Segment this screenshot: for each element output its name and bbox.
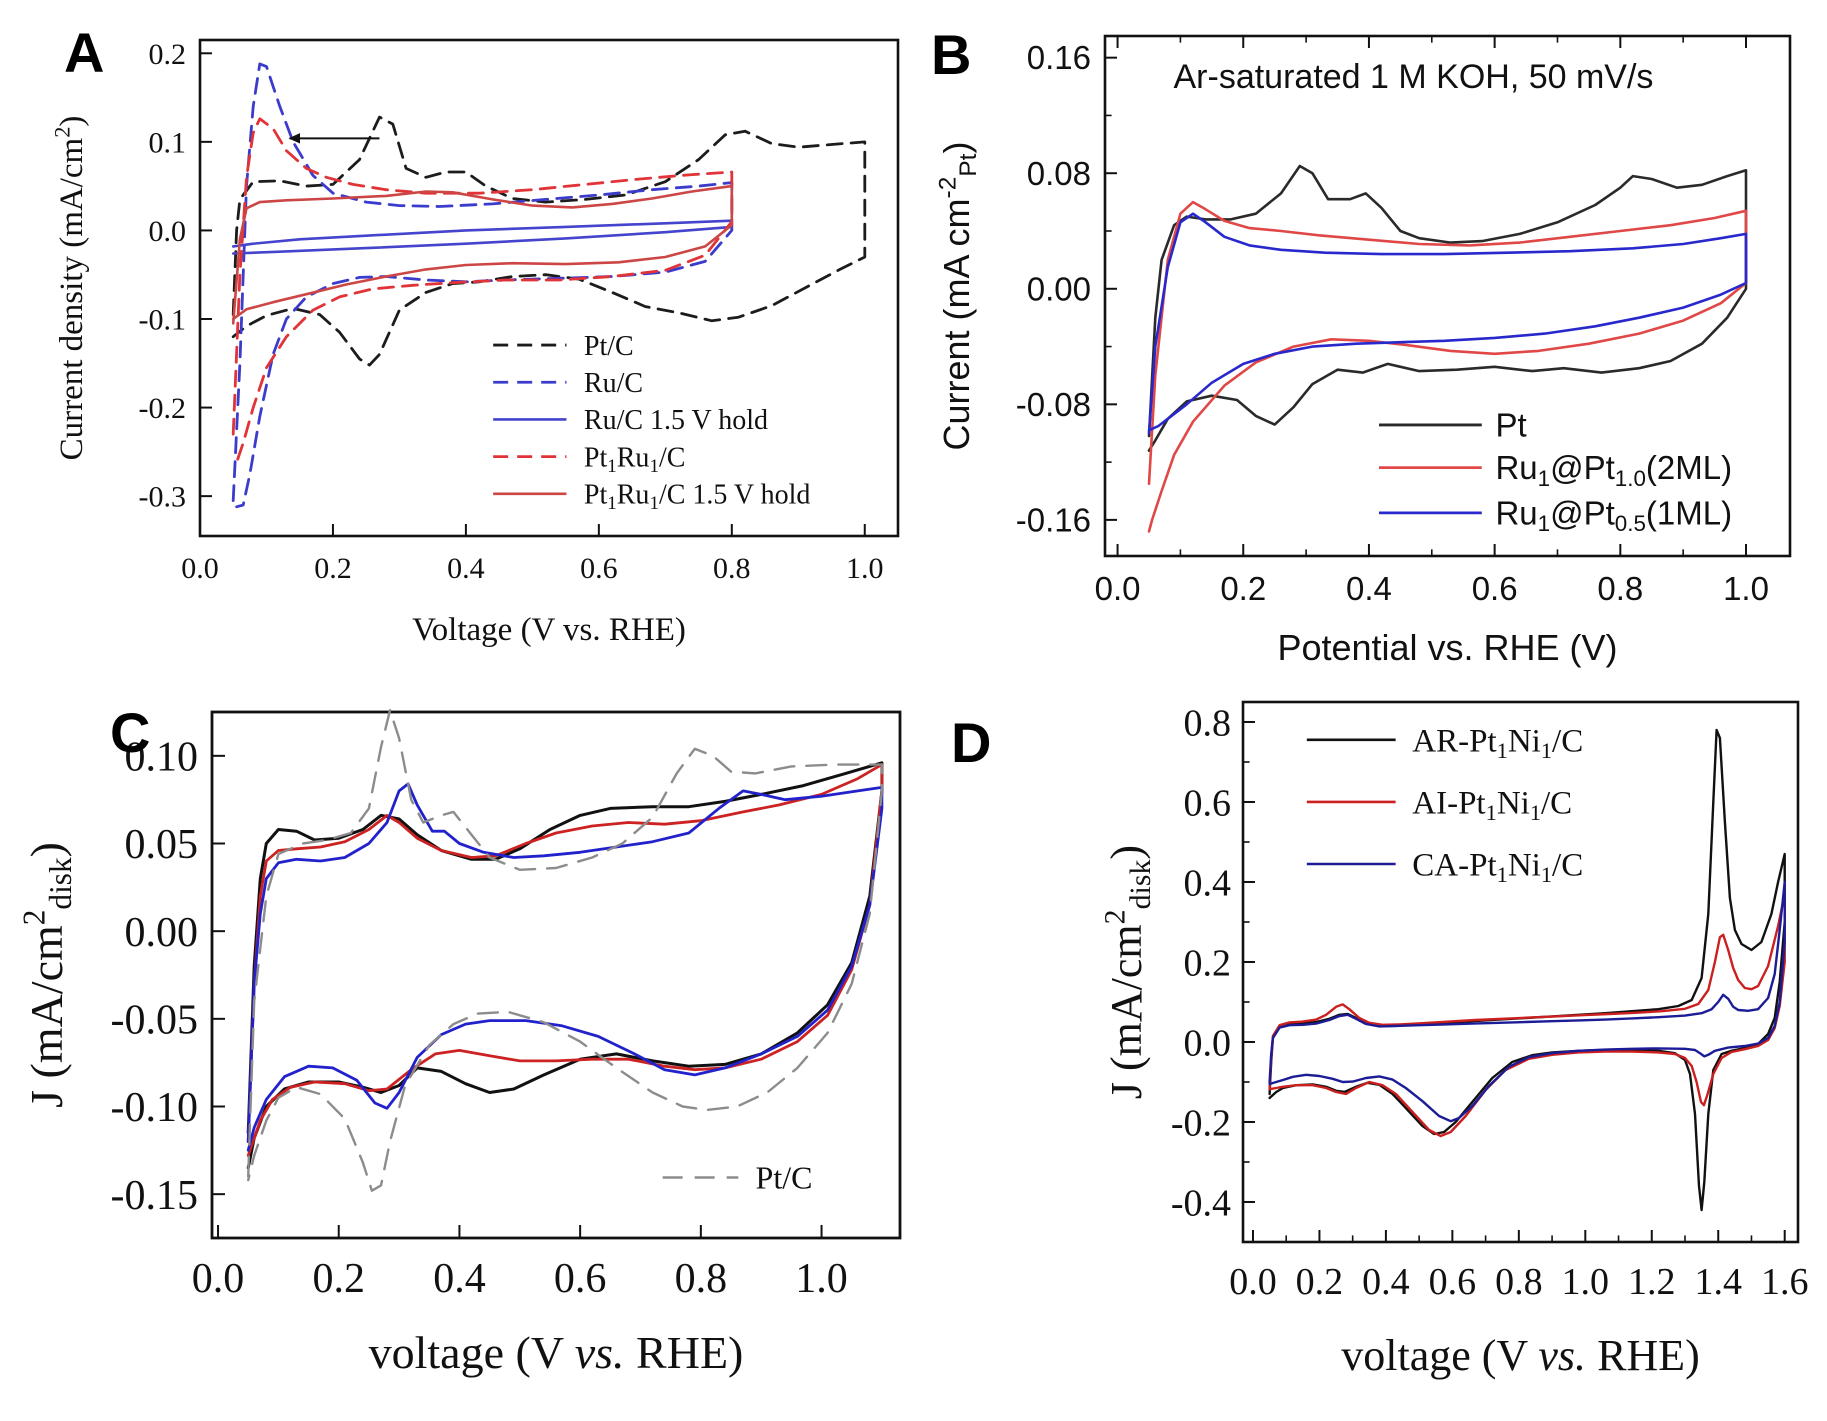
- plot-border: [1103, 34, 1792, 558]
- y-tick-label: -0.2: [1171, 1102, 1231, 1144]
- legend-label-ar-pt-1-ni-1-c: AR-Pt1Ni1/C: [1412, 723, 1583, 763]
- y-tick-label: 0.10: [125, 735, 199, 781]
- legend-label-ru-1-pt-1-0-2ml: Ru1@Pt1.0(2ML): [1495, 449, 1732, 491]
- plot-border: [198, 38, 900, 538]
- series-pt-c-line: [231, 115, 867, 367]
- y-tick-label: -0.3: [139, 481, 187, 514]
- series-pt1ru1-c-1-5-v-hold-line: [231, 184, 734, 325]
- x-tick-label: 1.0: [1562, 1261, 1610, 1303]
- y-tick-label: 0.00: [125, 910, 199, 956]
- y-axis-label: Current (mA cm-2Pt): [934, 142, 982, 451]
- y-tick-label: 0.8: [1184, 702, 1232, 744]
- x-tick-label: 0.2: [312, 1256, 365, 1302]
- x-tick-label: 0.4: [1346, 570, 1392, 607]
- legend-label-ca-pt-1-ni-1-c: CA-Pt1Ni1/C: [1412, 848, 1583, 888]
- panel-c-chart: 0.0 0.2 0.4 0.6 0.8 1.0 0.10 0.05 0.00 -0.05 -0.10…: [17, 701, 902, 1378]
- y-axis-label: J (mA/cm2disk): [17, 842, 79, 1108]
- y-tick-label: 0.00: [1027, 270, 1091, 307]
- y-tick-label: 0.0: [149, 215, 187, 248]
- y-tick-label: 0.6: [1184, 782, 1232, 824]
- series-ai-pt1ni1-c-line: [1268, 892, 1786, 1138]
- y-tick-label: -0.15: [111, 1173, 199, 1219]
- x-tick-label: 0.0: [192, 1256, 245, 1302]
- x-tick-label: 1.0: [795, 1256, 848, 1302]
- x-tick-label: 1.0: [846, 552, 884, 585]
- series-ar-sample-black-line: [246, 761, 884, 1170]
- x-axis-label: voltage (V vs. RHE): [1341, 1331, 1699, 1380]
- x-axis-label: Potential vs. RHE (V): [1277, 627, 1617, 668]
- panel-label-b: B: [931, 23, 971, 86]
- series-blue-sample-line: [246, 782, 884, 1152]
- x-tick-label: 0.0: [1095, 570, 1141, 607]
- x-tick-label: 0.8: [1597, 570, 1643, 607]
- y-tick-label: 0.0: [1184, 1022, 1232, 1064]
- legend-label-ai-pt-1-ni-1-c: AI-Pt1Ni1/C: [1412, 785, 1572, 825]
- y-tick-label: -0.05: [111, 998, 199, 1044]
- x-tick-label: 1.0: [1723, 570, 1769, 607]
- y-tick-label: 0.2: [149, 38, 187, 71]
- series-pt-line: [1147, 164, 1748, 452]
- y-tick-label: -0.10: [111, 1085, 199, 1131]
- x-tick-label: 0.8: [713, 552, 751, 585]
- y-tick-label: 0.2: [1184, 942, 1232, 984]
- x-tick-label: 1.4: [1694, 1261, 1742, 1303]
- x-axis-label: voltage (V vs. RHE): [369, 1327, 744, 1378]
- plot-border: [210, 710, 902, 1240]
- legend-label-pt-c: Pt/C: [756, 1160, 813, 1196]
- series-ru-c-line: [231, 62, 734, 509]
- panel-label-a: A: [64, 21, 104, 84]
- panel-a-chart: 0.0 0.2 0.4 0.6 0.8 1.0 0.2 0.1 0.0 -0.1 -0.2 -0.3 V…: [50, 21, 900, 648]
- y-tick-label: 0.16: [1027, 39, 1091, 76]
- series-ru1-pt0-5-1ml-line: [1147, 212, 1748, 435]
- plot-border: [1241, 700, 1800, 1244]
- y-tick-label: 0.08: [1027, 155, 1091, 192]
- series-ca-pt1ni1-c-line: [1268, 880, 1786, 1123]
- x-tick-label: 0.2: [314, 552, 352, 585]
- x-tick-label: 0.6: [554, 1256, 607, 1302]
- y-axis-label: J (mA/cm2disk): [1098, 845, 1157, 1099]
- y-tick-label: 0.05: [125, 822, 199, 868]
- annotation-text: Ar-saturated 1 M KOH, 50 mV/s: [1174, 58, 1654, 96]
- x-tick-label: 0.4: [433, 1256, 486, 1302]
- y-axis-label: Current density (mA/cm2): [50, 116, 91, 461]
- y-tick-label: -0.4: [1171, 1182, 1231, 1224]
- x-tick-label: 0.0: [1229, 1261, 1277, 1303]
- x-tick-label: 0.8: [675, 1256, 728, 1302]
- x-tick-label: 0.2: [1220, 570, 1266, 607]
- x-tick-label: 0.2: [1296, 1261, 1344, 1303]
- x-tick-label: 0.6: [1472, 570, 1518, 607]
- x-tick-label: 0.8: [1495, 1261, 1543, 1303]
- y-tick-label: -0.1: [139, 304, 187, 337]
- panel-d-chart: 0.0 0.2 0.4 0.6 0.8 1.0 1.2 1.4 1.6 0.8 0.6 0.4 0.2 0…: [951, 700, 1809, 1380]
- panel-b-chart: 0.0 0.2 0.4 0.6 0.8 1.0 0.16 0.08 0.00 -0.08 -0.16…: [931, 23, 1792, 668]
- x-tick-label: 0.6: [580, 552, 618, 585]
- panel-label-c: C: [110, 701, 150, 764]
- x-tick-label: 0.4: [447, 552, 485, 585]
- x-axis-label: Voltage (V vs. RHE): [412, 612, 686, 648]
- legend-label-pt-1-ru-1-c-1-5-v-hold: Pt1Ru1/C 1.5 V hold: [584, 480, 811, 515]
- x-tick-label: 1.6: [1761, 1261, 1809, 1303]
- legend-label-pt: Pt: [1495, 407, 1526, 444]
- series-ru-c-1-5-v-hold-line: [231, 219, 734, 255]
- series-pt-c-line: [246, 709, 884, 1192]
- x-tick-label: 0.4: [1362, 1261, 1410, 1303]
- series-pt1ru1-c-line: [231, 117, 734, 464]
- x-tick-label: 0.0: [181, 552, 219, 585]
- y-tick-label: 0.1: [149, 126, 187, 159]
- x-tick-label: 1.2: [1628, 1261, 1676, 1303]
- panel-label-d: D: [951, 711, 991, 774]
- legend-label-ru-c: Ru/C: [584, 368, 643, 399]
- legend-label-ru-1-pt-0-5-1ml: Ru1@Pt0.5(1ML): [1495, 494, 1732, 536]
- legend-label-pt-1-ru-1-c: Pt1Ru1/C: [584, 442, 686, 477]
- y-tick-label: -0.2: [139, 392, 187, 425]
- y-tick-label: -0.16: [1016, 501, 1091, 538]
- legend-label-ru-c-1-5-v-hold: Ru/C 1.5 V hold: [584, 405, 768, 436]
- legend-label-pt-c: Pt/C: [584, 331, 634, 362]
- y-tick-label: -0.08: [1016, 386, 1091, 423]
- y-tick-label: 0.4: [1184, 862, 1232, 904]
- x-tick-label: 0.6: [1429, 1261, 1477, 1303]
